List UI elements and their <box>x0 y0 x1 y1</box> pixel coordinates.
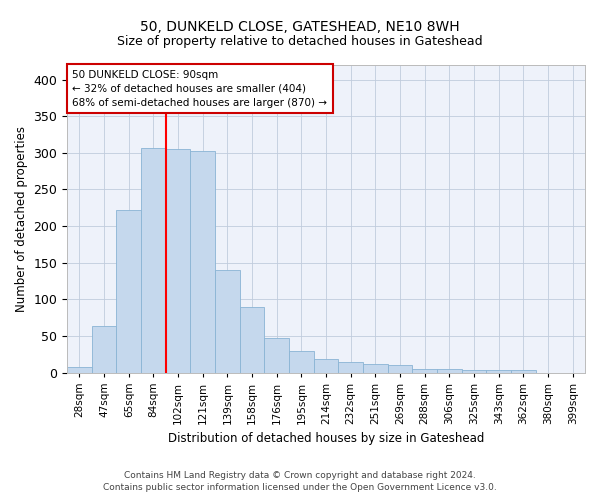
Bar <box>116 210 141 372</box>
Bar <box>92 326 116 372</box>
Y-axis label: Number of detached properties: Number of detached properties <box>15 126 28 312</box>
Bar <box>338 362 363 372</box>
Bar <box>141 148 166 372</box>
Bar <box>314 358 338 372</box>
Bar <box>462 370 487 372</box>
Text: 50, DUNKELD CLOSE, GATESHEAD, NE10 8WH: 50, DUNKELD CLOSE, GATESHEAD, NE10 8WH <box>140 20 460 34</box>
Bar <box>67 366 92 372</box>
Bar <box>289 350 314 372</box>
Bar <box>166 149 190 372</box>
Bar <box>240 306 265 372</box>
Bar <box>215 270 240 372</box>
Text: 50 DUNKELD CLOSE: 90sqm
← 32% of detached houses are smaller (404)
68% of semi-d: 50 DUNKELD CLOSE: 90sqm ← 32% of detache… <box>73 70 328 108</box>
Bar <box>265 338 289 372</box>
Bar <box>487 370 511 372</box>
X-axis label: Distribution of detached houses by size in Gateshead: Distribution of detached houses by size … <box>168 432 484 445</box>
Bar <box>412 369 437 372</box>
Text: Contains HM Land Registry data © Crown copyright and database right 2024.
Contai: Contains HM Land Registry data © Crown c… <box>103 471 497 492</box>
Bar <box>363 364 388 372</box>
Bar <box>511 370 536 372</box>
Bar <box>388 365 412 372</box>
Text: Size of property relative to detached houses in Gateshead: Size of property relative to detached ho… <box>117 35 483 48</box>
Bar <box>437 369 462 372</box>
Bar <box>190 152 215 372</box>
